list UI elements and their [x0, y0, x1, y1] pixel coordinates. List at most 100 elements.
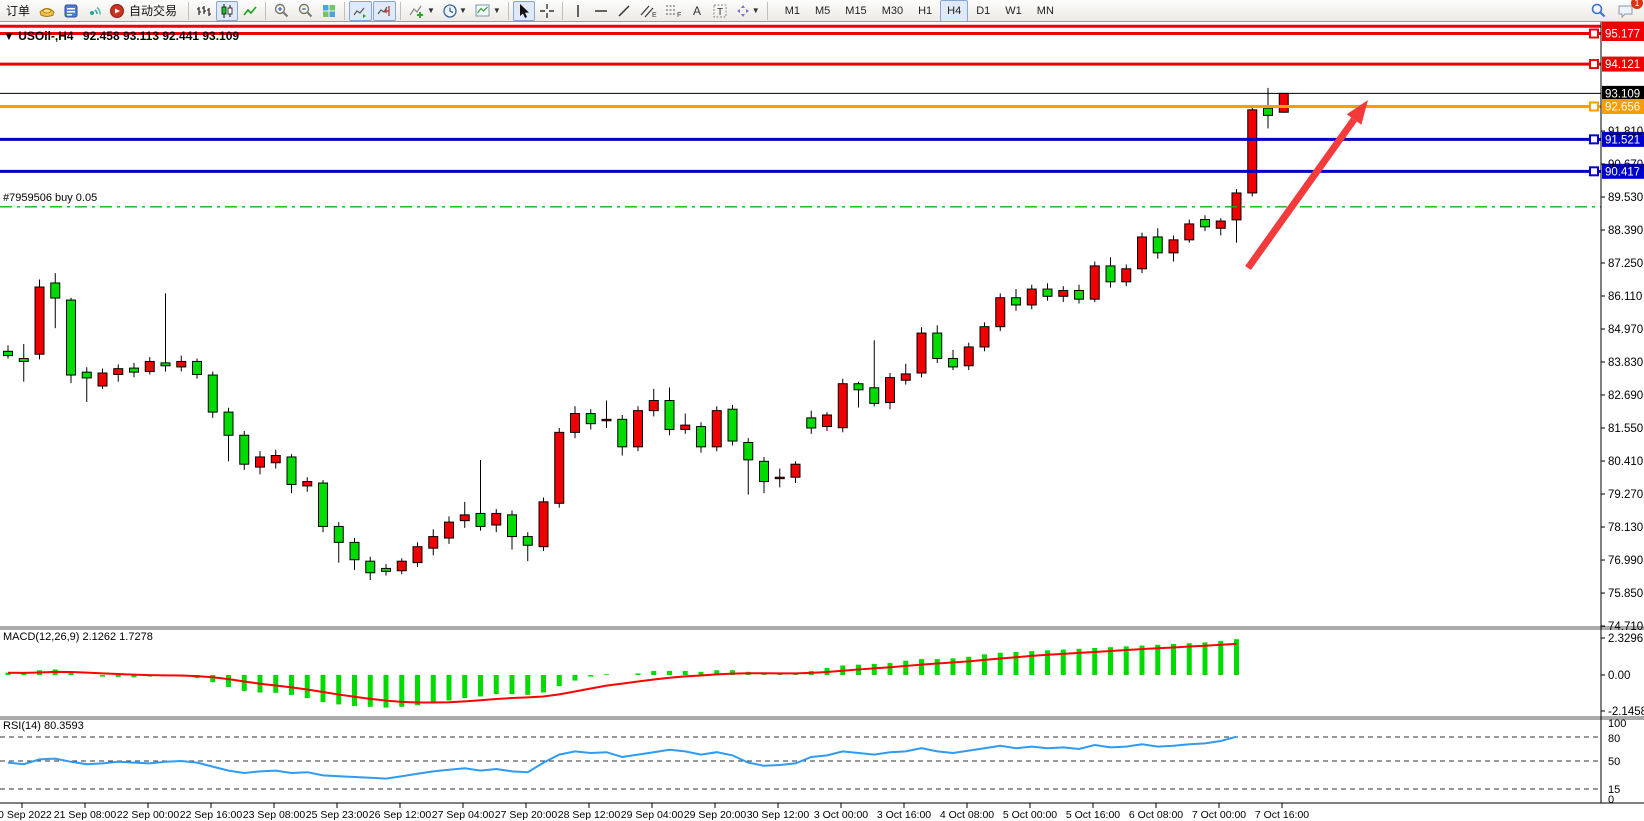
add-indicator-button[interactable]: ▼ [405, 1, 438, 21]
tab-timeframe-M30[interactable]: M30 [881, 4, 904, 17]
price-line-hidden[interactable] [0, 22, 1644, 30]
svg-text:T: T [717, 7, 723, 18]
price-line-91.521[interactable]: 91.521 [0, 131, 1644, 147]
horizontal-line-tool[interactable] [590, 1, 612, 21]
tab-timeframe-W1[interactable]: W1 [1005, 4, 1022, 17]
price-line-90.417[interactable]: 90.417 [0, 163, 1644, 179]
candle-body [1200, 219, 1210, 228]
line-anchor-marker [1589, 59, 1599, 70]
tab-timeframe-MN[interactable]: MN [1036, 4, 1054, 17]
price-label-box [1602, 26, 1644, 42]
candle-body [239, 434, 250, 465]
tile-windows-icon[interactable] [318, 1, 340, 21]
rsi-scale-label: 100 [1608, 718, 1626, 730]
time-tick-label: 21 Sep 08:00 [54, 809, 117, 821]
tab-timeframe-M5[interactable]: M5 [815, 4, 831, 17]
rsi-pane[interactable] [0, 735, 1601, 790]
zoom-out-icon[interactable] [294, 1, 317, 21]
trendline-tool[interactable] [613, 1, 635, 21]
line-anchor-marker [1589, 28, 1599, 39]
line-chart-icon[interactable] [239, 1, 261, 21]
text-tool[interactable]: A [686, 1, 708, 21]
rsi-scale-label: 0 [1608, 794, 1614, 806]
candlesticks [3, 87, 1289, 581]
price-line-93.109[interactable]: 93.109 [0, 85, 1644, 101]
candle-body [1278, 92, 1289, 113]
toolbar-separator [507, 1, 509, 20]
main-toolbar: 订单 自动交易 [0, 0, 1644, 22]
signal-icon[interactable] [83, 1, 105, 21]
auto-scroll-icon[interactable] [349, 0, 373, 21]
price-tick-label: 80.410 [1608, 456, 1643, 468]
toolbar-separator [561, 1, 563, 20]
zoom-in-icon[interactable] [270, 1, 293, 21]
candle-body [412, 546, 423, 564]
candle-body [66, 299, 76, 376]
cursor-tool[interactable] [512, 0, 535, 21]
fibonacci-tool[interactable]: F [661, 1, 685, 21]
candle-body [475, 512, 486, 527]
candle-body [1247, 109, 1258, 194]
candle-body [381, 567, 391, 572]
tab-timeframe-H4[interactable]: H4 [940, 0, 969, 22]
candle-body [160, 362, 171, 367]
candle-body [601, 418, 612, 422]
candle-body [50, 282, 61, 299]
tab-timeframe-M15[interactable]: M15 [845, 4, 867, 17]
macd-pane[interactable] [5, 639, 1239, 708]
candle-body [1058, 290, 1069, 297]
time-tick-label: 30 Sep 12:00 [747, 809, 810, 821]
price-tick-label: 84.970 [1608, 324, 1643, 336]
chat-icon[interactable]: 1 [1614, 0, 1643, 21]
price-line-92.656[interactable]: 92.656 [0, 98, 1644, 114]
rsi-scale-label: 50 [1608, 756, 1620, 768]
price-tick-label: 87.250 [1608, 258, 1643, 270]
candle-body [1168, 239, 1179, 254]
price-line-95.177[interactable]: 95.177 [0, 26, 1644, 42]
gold-ingot-icon[interactable] [35, 1, 59, 21]
price-line-94.121[interactable]: 94.121 [0, 56, 1644, 72]
tab-timeframe-D1[interactable]: D1 [976, 4, 991, 17]
search-icon[interactable] [1587, 1, 1610, 21]
candle-body [255, 456, 265, 468]
candle-body [333, 525, 344, 543]
bar-chart-icon[interactable] [193, 1, 215, 21]
price-tick-label: 82.690 [1608, 390, 1643, 402]
candle-body [995, 297, 1006, 328]
candle-body [806, 417, 817, 429]
candle-body [3, 350, 13, 357]
equidistant-channel-tool[interactable]: E [636, 1, 660, 21]
chart-shift-icon[interactable] [373, 0, 397, 21]
tab-timeframe-M1[interactable]: M1 [784, 4, 800, 17]
candle-body [34, 286, 45, 355]
candle-body [318, 482, 328, 527]
candle-body [1137, 236, 1147, 270]
candle-body [711, 410, 722, 448]
periods-clock-button[interactable]: ▼ [439, 1, 470, 21]
time-tick-label: 23 Sep 08:00 [243, 809, 306, 821]
price-label-text: 94.121 [1605, 59, 1640, 71]
trend-arrow-annotation[interactable] [1245, 100, 1368, 271]
trade-report-icon[interactable] [60, 1, 82, 21]
price-tick-label: 91.810 [1608, 126, 1643, 138]
candle-body [696, 426, 706, 448]
auto-trading-icon [110, 3, 125, 18]
candle-body [963, 346, 974, 367]
candle-body [97, 372, 108, 387]
text-label-tool[interactable]: T [709, 1, 731, 21]
templates-button[interactable]: ▼ [471, 1, 504, 21]
candlestick-chart-icon[interactable] [216, 0, 239, 21]
arrows-tool[interactable]: ▼ [732, 1, 763, 21]
tab-timeframe-H1[interactable]: H1 [918, 4, 933, 17]
crosshair-tool[interactable] [536, 1, 558, 21]
price-axis[interactable]: 91.810 90.670 89.530 88.390 87.250 86.110 84.9… [1601, 126, 1644, 806]
price-tick-label: 74.710 [1608, 621, 1643, 633]
vertical-line-tool[interactable] [567, 1, 589, 21]
arrow-head [1346, 100, 1368, 125]
candle-body [633, 410, 643, 448]
auto-trading-button[interactable]: 自动交易 [106, 1, 184, 21]
orders-button[interactable]: 订单 [6, 4, 31, 18]
